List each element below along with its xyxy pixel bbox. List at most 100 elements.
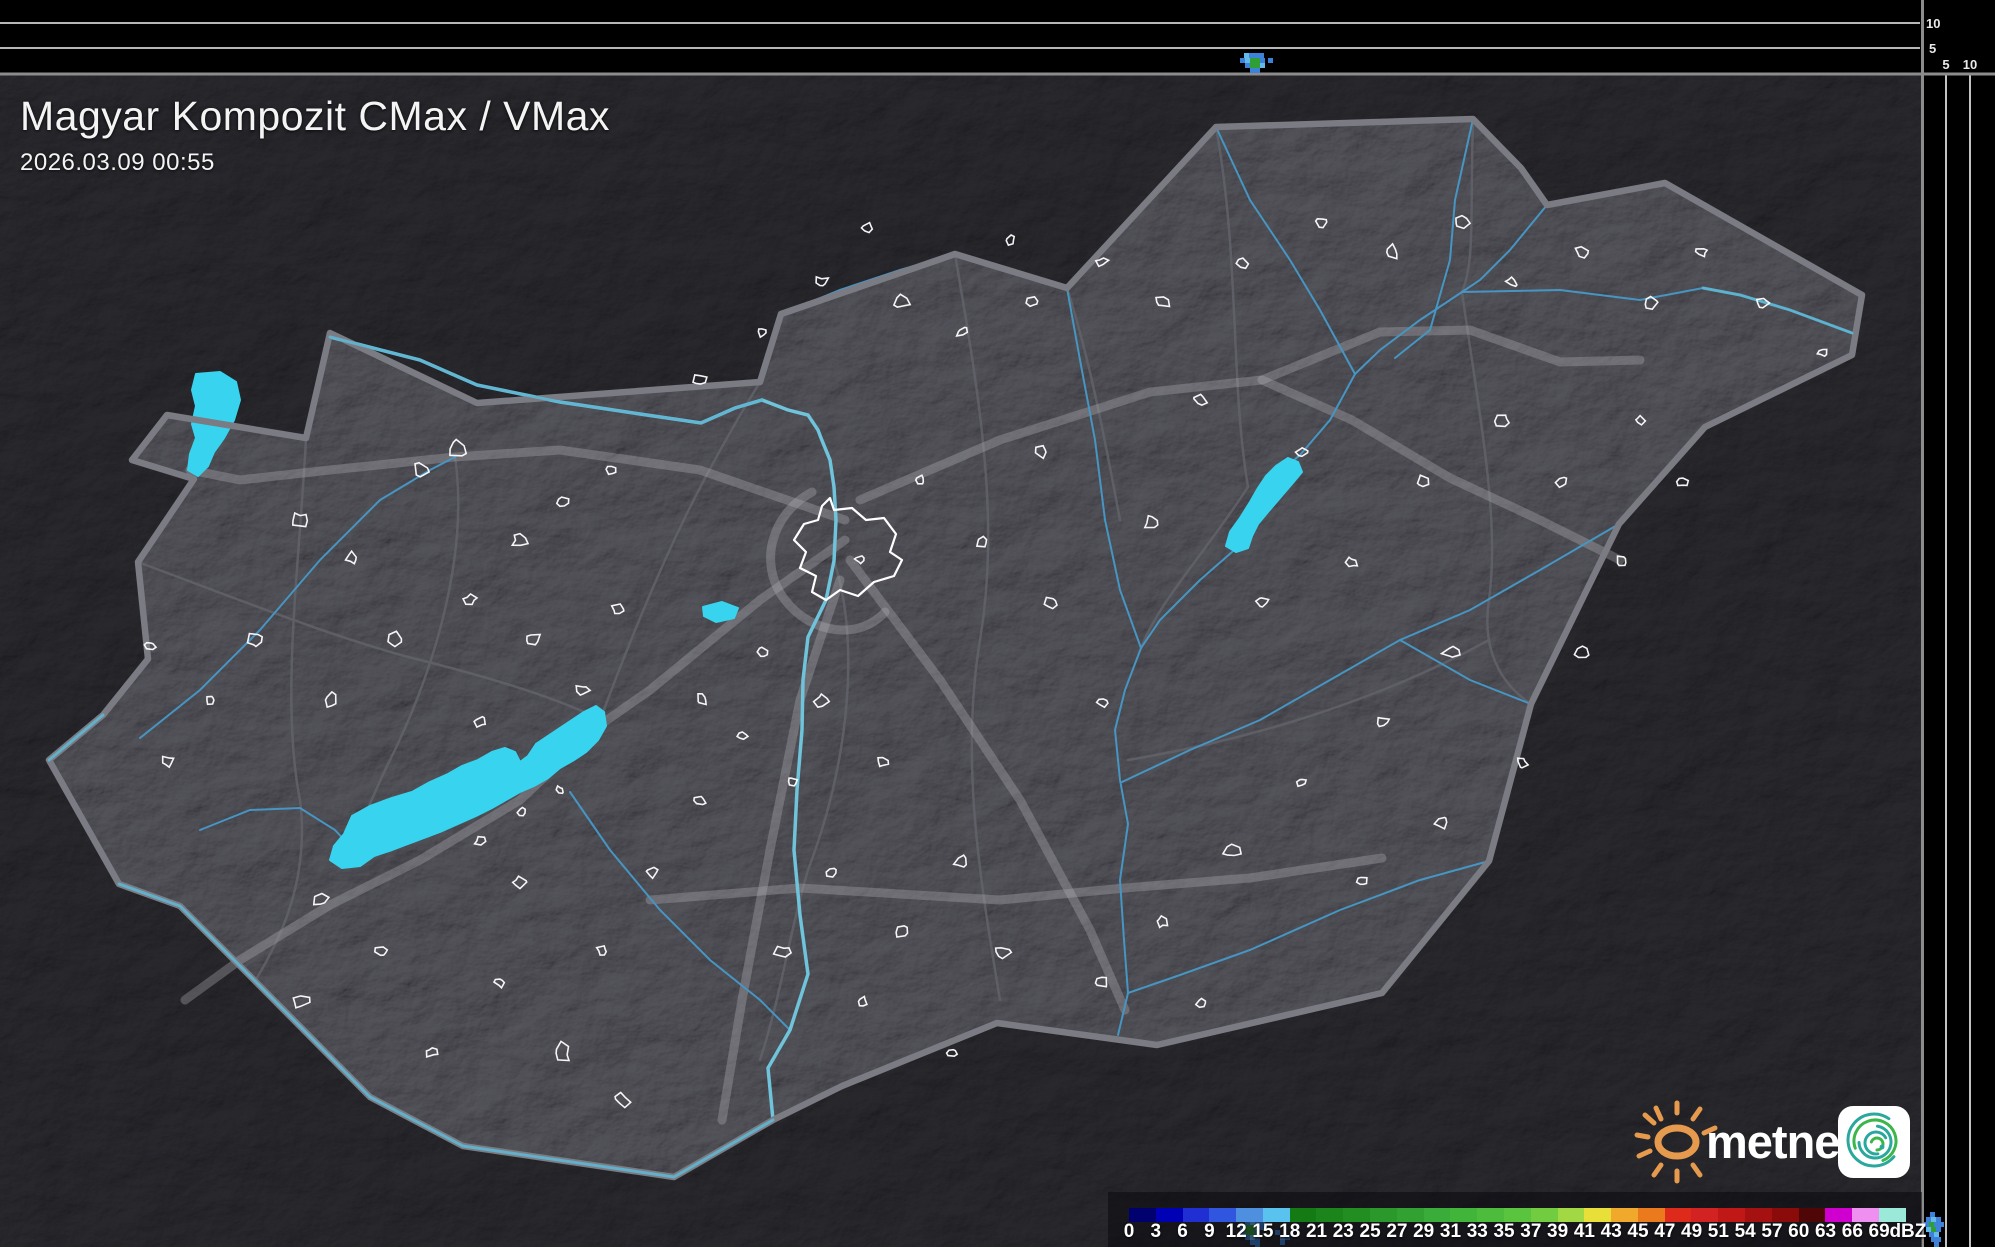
title-block: Magyar Kompozit CMax / VMax 2026.03.09 0… — [20, 93, 610, 177]
legend-swatch-0 — [1129, 1208, 1156, 1222]
settlement-outline — [787, 777, 799, 787]
settlement-outline — [1675, 477, 1690, 487]
budapest-outline — [792, 496, 904, 602]
county-borders — [136, 117, 1533, 1062]
settlement-outline — [1554, 476, 1568, 489]
settlement-outline — [1574, 245, 1590, 259]
legend-tick: 9 — [1204, 1221, 1215, 1242]
echo-cell — [1240, 58, 1245, 63]
settlement-outline — [892, 293, 912, 308]
legend-swatch-49 — [1691, 1208, 1719, 1222]
settlement-outline — [945, 1048, 959, 1058]
legend-swatch-12 — [1236, 1208, 1263, 1222]
settlement-outline — [1254, 597, 1270, 608]
legend-unit: dBZ — [1889, 1221, 1927, 1242]
echo-cell — [1929, 1232, 1934, 1237]
legend-tick: 18 — [1279, 1221, 1301, 1242]
settlement-outline — [1295, 778, 1308, 788]
settlement-outline — [1344, 556, 1359, 568]
settlement-outline — [143, 641, 158, 651]
echo-cell — [1260, 63, 1265, 68]
settlement-outline — [1815, 348, 1828, 358]
settlement-outline — [1095, 698, 1109, 709]
settlement-outline — [1493, 414, 1511, 428]
legend-tick: 57 — [1761, 1221, 1783, 1242]
legend-tick: 25 — [1359, 1221, 1381, 1242]
settlement-outline — [1385, 242, 1398, 260]
legend-swatch-9 — [1209, 1208, 1237, 1222]
settlement-outline — [555, 784, 564, 795]
echo-cell — [1926, 1227, 1931, 1232]
settlement-outline — [511, 875, 528, 890]
echo-cell — [1936, 1237, 1941, 1242]
settlement-outline — [555, 1040, 571, 1062]
settlement-outline — [1235, 257, 1250, 270]
settlement-outline — [693, 795, 707, 806]
settlement-outline — [1755, 297, 1771, 309]
settlement-outline — [955, 326, 969, 337]
echo-cell — [1924, 1222, 1929, 1227]
echo-cell — [1259, 53, 1264, 58]
legend-tick: 47 — [1654, 1221, 1676, 1242]
legend-tick: 6 — [1177, 1221, 1188, 1242]
echo-cell — [1936, 1227, 1941, 1232]
legend-swatch-27 — [1396, 1208, 1424, 1222]
settlement-outline — [1573, 645, 1590, 659]
settlement-outline — [914, 474, 925, 485]
legend-tick: 66 — [1841, 1221, 1863, 1242]
legend-tick: 15 — [1252, 1221, 1274, 1242]
lake-balaton — [329, 705, 607, 869]
legend-swatch-51 — [1718, 1208, 1745, 1222]
legend-swatch-41 — [1584, 1208, 1612, 1222]
echo-cell — [1249, 53, 1254, 58]
echo-cell — [1931, 1237, 1936, 1242]
settlement-outline — [246, 632, 264, 648]
legend-swatch-3 — [1155, 1208, 1183, 1222]
settlement-outline — [1504, 275, 1518, 288]
echo-cell — [1244, 53, 1249, 58]
settlement-outline — [291, 511, 309, 528]
settlement-outline — [692, 373, 708, 385]
settlement-outline — [975, 535, 988, 548]
radar-echo-right-projection — [1924, 1212, 1944, 1247]
settlement-outline — [206, 695, 215, 706]
settlement-outline — [555, 496, 570, 508]
settlement-outline — [1294, 446, 1309, 458]
right-panel-10km-label: 10 — [1963, 57, 1977, 72]
lake-tisza — [1225, 457, 1303, 553]
settlement-outline — [614, 1091, 632, 1109]
legend-swatch-39 — [1557, 1208, 1585, 1222]
legend-tick: 35 — [1493, 1221, 1515, 1242]
legend-swatch-21 — [1316, 1208, 1344, 1222]
settlement-outline — [414, 461, 431, 478]
legend-swatch-47 — [1664, 1208, 1692, 1222]
settlement-outline — [605, 465, 617, 476]
settlement-outline — [461, 592, 479, 606]
echo-cell — [1245, 58, 1250, 63]
legend-swatch-23 — [1343, 1208, 1371, 1222]
legend-swatch-54 — [1744, 1208, 1772, 1222]
legend-swatch-25 — [1370, 1208, 1397, 1222]
settlement-outline — [473, 715, 487, 729]
settlement-outline — [324, 690, 337, 709]
settlement-outline — [1516, 757, 1530, 769]
legend-tick: 51 — [1707, 1221, 1729, 1242]
settlement-outline — [1376, 716, 1391, 728]
settlement-outline — [1155, 296, 1171, 308]
legend-color-scale — [1129, 1208, 1906, 1222]
settlement-outline — [853, 554, 865, 565]
settlement-outline — [387, 630, 403, 648]
radar-echo-top-projection — [1240, 53, 1273, 73]
settlement-outline — [952, 854, 968, 868]
legend-tick: 41 — [1573, 1221, 1595, 1242]
settlement-outline — [1314, 217, 1328, 229]
legend-swatch-31 — [1450, 1208, 1478, 1222]
legend-swatch-45 — [1637, 1208, 1665, 1222]
settlement-outline — [697, 692, 708, 706]
top-panel-5km-label: 5 — [1929, 41, 1936, 56]
settlement-outline — [449, 438, 468, 457]
